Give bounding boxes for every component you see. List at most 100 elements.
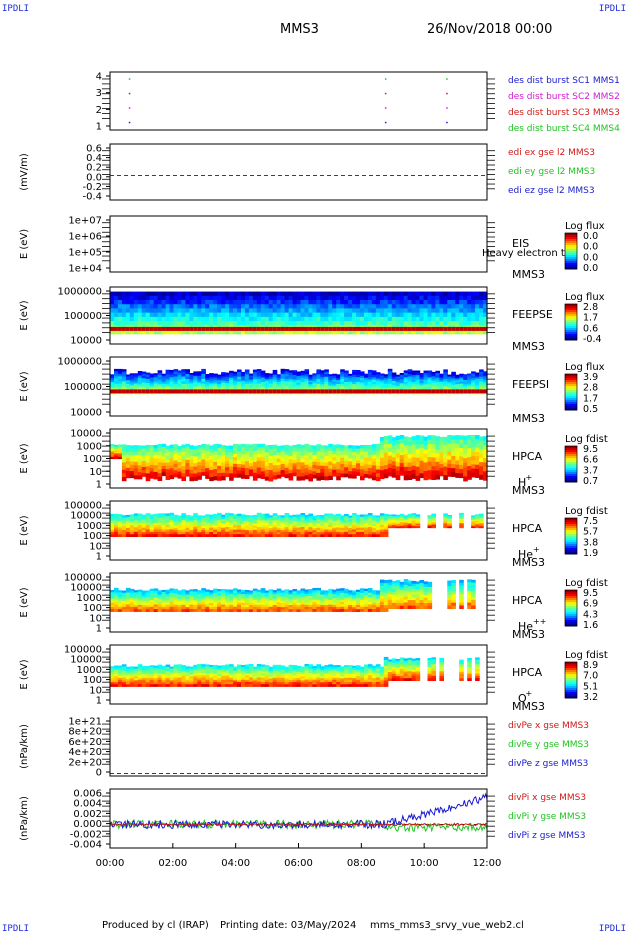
- divpi-traces: [109, 792, 488, 833]
- y-tick-label: 1: [96, 696, 102, 707]
- y-axis-label: (nPa/km): [19, 796, 30, 841]
- colorbar-title: Log flux: [565, 362, 605, 373]
- legend-divpe-2: divPe z gse MMS3: [508, 759, 588, 769]
- instrument-label: HPCA: [512, 594, 543, 607]
- burst-marker: [446, 92, 448, 95]
- panel-feepsi: 1000000 100000 10000 E (eV) FEEPSI MMS3 Log fl…: [19, 356, 605, 425]
- tick-comb: [102, 293, 495, 334]
- corner-mark-bottom-right: IPDLI: [598, 924, 626, 934]
- y-tick-label: 100000: [64, 311, 102, 322]
- y-tick-label: 2: [96, 105, 102, 116]
- legend-edi-2: edi ez gse l2 MMS3: [508, 186, 595, 196]
- tick-comb: [102, 651, 495, 693]
- panel-frame: [109, 500, 488, 561]
- time-tick-label: 06:00: [284, 858, 313, 869]
- colorbar-tick: 9.5: [583, 588, 598, 599]
- colorbar-title: Log flux: [565, 221, 605, 232]
- y-tick-label: 1000: [77, 593, 102, 604]
- y-tick-label: 3: [96, 88, 102, 99]
- legend-burst-0: des dist burst SC1 MMS1: [508, 76, 620, 86]
- time-tick-label: 10:00: [410, 858, 439, 869]
- species-label: Heavy electron to: [482, 248, 571, 259]
- legend-burst-1: des dist burst SC2 MMS2: [508, 92, 620, 102]
- heatmap-hpca_he2: [110, 579, 476, 612]
- y-tick-label: 0.0: [86, 172, 102, 183]
- y-tick-label: 10000: [70, 511, 102, 522]
- colorbar-title: Log flux: [565, 292, 605, 303]
- species-charge: +: [526, 473, 533, 482]
- y-tick-label: 0.002: [73, 809, 102, 820]
- y-tick-label: 10000: [70, 408, 102, 419]
- y-tick-label: 2e+20: [68, 757, 102, 768]
- species-charge: +: [533, 545, 540, 554]
- y-axis-label: E (eV): [19, 659, 30, 689]
- colorbar-tick: 7.0: [583, 671, 598, 682]
- species-charge: +: [526, 689, 533, 698]
- footer-produced-by: Produced by cl (IRAP): [102, 920, 209, 931]
- spacecraft-label: MMS3: [512, 340, 545, 353]
- y-tick-label: 0.4: [86, 153, 102, 164]
- y-tick-label: 10000: [70, 583, 102, 594]
- footer-filename: mms_mms3_srvy_vue_web2.cl: [370, 920, 524, 931]
- panel-frame: [109, 788, 488, 849]
- colorbar-tick: -0.4: [583, 334, 602, 345]
- y-tick-label: 0.2: [86, 163, 102, 174]
- spacecraft-label: MMS3: [512, 700, 545, 713]
- colorbar-title: Log fdist: [565, 650, 608, 661]
- y-tick-label: 4: [96, 72, 102, 83]
- y-tick-label: 1000000: [57, 287, 102, 298]
- y-tick-label: 100: [83, 603, 102, 614]
- spacecraft-label: MMS3: [512, 484, 545, 497]
- colorbar-tick: 6.9: [583, 599, 598, 610]
- colorbar-tick: 2.8: [583, 383, 598, 394]
- time-tick-label: 02:00: [158, 858, 187, 869]
- colorbar-tick: 0.0: [583, 263, 598, 274]
- colorbar-tick: 0.6: [583, 323, 598, 334]
- burst-marker: [384, 107, 387, 109]
- y-axis-label: E (eV): [19, 229, 30, 259]
- time-tick-label: 08:00: [347, 858, 376, 869]
- y-tick-label: -0.004: [70, 840, 102, 851]
- panel-eis: 1e+07 1e+06 1e+05 1e+04 E (eV) EIS MMS3 Heavy e…: [19, 215, 605, 281]
- y-tick-label: -0.002: [70, 829, 102, 840]
- species-charge: ++: [533, 617, 546, 626]
- colorbar-tick: 0.0: [583, 242, 598, 253]
- y-tick-label: 1000: [77, 665, 102, 676]
- colorbar-tick: 0.0: [583, 231, 598, 242]
- y-tick-label: 0.6: [86, 144, 102, 155]
- panel-burst: 4 3 2 1 des dist burst SC1 MMS1 des dist burs…: [96, 71, 620, 134]
- tick-comb: [102, 507, 495, 549]
- spacecraft-label: MMS3: [512, 268, 545, 281]
- heatmap-hpca_h: [110, 435, 488, 482]
- stacked-plot: 4 3 2 1 des dist burst SC1 MMS1 des dist burs…: [19, 71, 620, 869]
- y-tick-label: 8e+20: [68, 727, 102, 738]
- y-tick-label: 10000: [70, 655, 102, 666]
- colorbar-tick: 3.9: [583, 372, 598, 383]
- y-tick-label: 100: [83, 531, 102, 542]
- colorbar-tick: 0.7: [583, 476, 598, 487]
- instrument-label: FEEPSI: [512, 378, 549, 391]
- time-axis: 00:00 02:00 04:00 06:00 08:00 10:00 12:00: [96, 843, 501, 869]
- instrument-label: HPCA: [512, 522, 543, 535]
- y-tick-label: 1: [96, 122, 102, 133]
- y-tick-label: 1000: [77, 441, 102, 452]
- y-tick-label: 0.006: [73, 789, 102, 800]
- burst-marker: [128, 78, 131, 80]
- y-tick-label: 0.000: [73, 819, 102, 830]
- y-tick-label: 1000000: [57, 357, 102, 368]
- burst-marker: [446, 107, 448, 109]
- colorbar-tick: 0.0: [583, 252, 598, 263]
- y-tick-label: 10: [89, 467, 102, 478]
- legend-edi-1: edi ey gse l2 MMS3: [508, 167, 595, 177]
- spacecraft-title: MMS3: [280, 22, 319, 37]
- corner-mark-bottom-left: IPDLI: [2, 924, 30, 934]
